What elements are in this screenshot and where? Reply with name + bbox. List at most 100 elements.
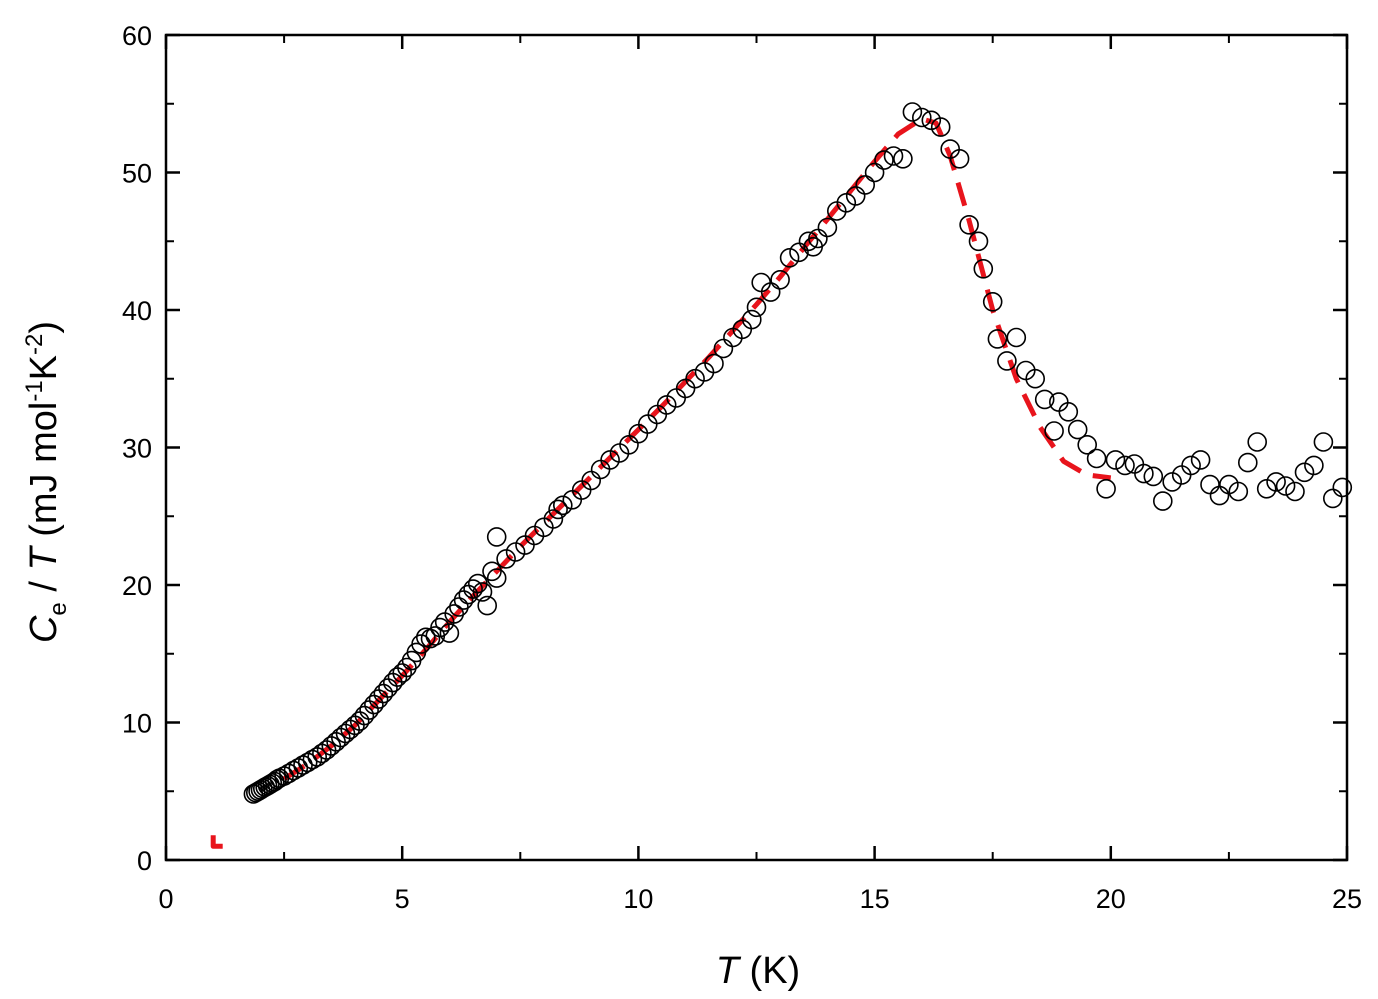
data-point [770,269,790,290]
data-point [378,678,398,698]
data-point [1034,389,1055,410]
data-point [477,595,498,616]
data-point [359,700,379,720]
data-point [1275,476,1296,496]
data-point [548,499,568,520]
data-point [449,597,469,617]
x-tick-label: 20 [1096,884,1126,914]
data-point [439,623,460,643]
data-layer [210,102,1353,849]
data-point [874,150,894,170]
data-point [1044,421,1064,441]
y-tick-label: 60 [122,21,152,51]
data-point [704,353,724,374]
data-point [930,117,951,137]
data-point [302,749,323,770]
data-point [1200,474,1220,495]
y-axis-title-unit-a: (mJ mol [23,402,65,548]
data-point [463,579,483,599]
y-tick-label: 40 [122,296,152,326]
labels-layer: 0 5 10 15 20 25 0 10 20 30 40 50 60 [122,21,1362,914]
y-axis-title-exp1: -1 [21,380,48,401]
data-point [1067,419,1088,440]
data-point [1190,450,1211,470]
data-point [1153,491,1173,511]
x-tick-label: 10 [623,884,653,914]
data-point [973,258,994,279]
data-point [893,149,913,169]
data-point [486,568,507,588]
y-axis-title-exp2: -2 [21,334,48,355]
plot-frame [164,33,1349,862]
data-point [1323,488,1343,509]
x-tick-label: 25 [1332,884,1362,914]
y-tick-label: 0 [137,846,152,876]
data-point [1313,432,1334,452]
data-point [590,459,611,480]
data-point [1077,434,1097,455]
data-point [982,291,1003,312]
data-point [798,231,819,252]
data-point [1266,472,1286,492]
y-axis-title-sub: e [45,602,72,615]
y-axis-title-unit-b: K [23,355,65,380]
y-axis-title: Ce / T (mJ mol-1K-2) [21,321,72,643]
y-axis-title-slash: / [23,571,65,603]
data-point [779,247,800,268]
data-point [817,217,838,238]
data-point [1304,455,1324,476]
data-point [297,752,318,773]
fit-curve-segment [210,835,223,849]
x-tick-label: 5 [395,884,410,914]
x-axis-title-unit: (K) [739,950,800,992]
data-point [1025,368,1045,389]
x-tick-label: 0 [158,884,173,914]
data-point [1143,466,1164,487]
data-point [1332,477,1353,498]
data-point [760,282,781,302]
data-point [1238,452,1258,473]
data-point [1006,327,1027,348]
data-point [1115,455,1135,476]
data-point [482,561,502,582]
y-axis-title-t: T [23,545,65,571]
data-point [949,149,970,169]
data-point [883,146,904,166]
data-point [968,231,989,252]
data-point [1228,481,1249,502]
data-point [543,509,564,529]
x-axis-title-symbol: T [716,950,742,992]
data-point [354,705,375,726]
y-axis-title-unit-c: ) [23,321,65,334]
data-point [902,102,923,122]
data-point [444,604,465,624]
data-point [392,663,413,683]
data-point [552,495,573,516]
data-point [486,527,507,547]
y-axis-title-c: C [23,615,65,643]
data-point [997,351,1017,371]
data-point [1181,455,1201,476]
data-point [1285,481,1305,502]
x-axis-title: T (K) [716,950,800,992]
data-point [911,107,932,128]
data-point [864,162,885,183]
data-point [397,657,417,678]
data-point [855,175,876,195]
data-point [959,215,979,235]
data-point [751,272,772,293]
data-point [1247,432,1267,452]
y-tick-label: 10 [122,709,152,739]
x-tick-label: 15 [860,884,890,914]
y-tick-label: 30 [122,434,152,464]
data-point [741,309,762,330]
data-point [472,582,493,602]
data-point [1134,463,1154,484]
data-point [1209,485,1230,506]
data-point [1096,478,1116,499]
y-tick-label: 20 [122,571,152,601]
data-point [746,297,767,318]
y-tick-label: 50 [122,159,152,189]
data-point [987,329,1008,349]
